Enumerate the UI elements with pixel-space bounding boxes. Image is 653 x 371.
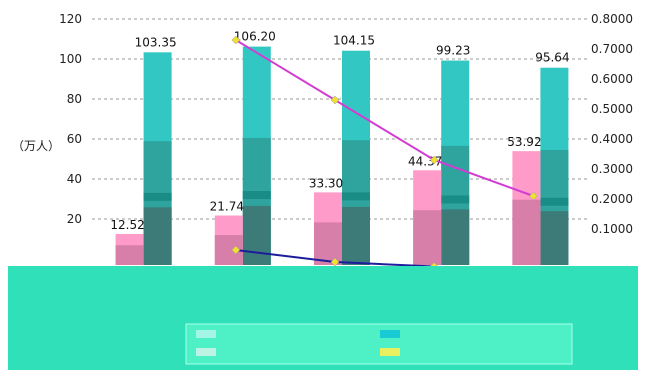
y-left-tick-label: 60: [67, 132, 82, 146]
bar-new-shade: [115, 245, 144, 265]
bar-total-band: [540, 197, 569, 206]
bar-total-base: [242, 205, 271, 265]
y-left-tick-label: 40: [67, 172, 82, 186]
data-label: 103.35: [135, 35, 177, 49]
y-left-tick-label: 100: [59, 52, 82, 66]
bar-new-shade: [314, 222, 342, 265]
y-left-tick-label: 120: [59, 12, 82, 26]
y-left-tick-label: 20: [67, 212, 82, 226]
legend-swatch: [196, 348, 216, 356]
line-marker: [429, 155, 439, 165]
y-right-tick-label: 0.1000: [591, 222, 633, 236]
data-label: 53.92: [507, 135, 541, 149]
y-axis-label: （万人）: [12, 139, 60, 153]
data-label: 21.74: [210, 200, 244, 214]
y-right-tick-label: 0.4000: [591, 132, 633, 146]
line-marker: [231, 245, 241, 255]
legend-swatch: [380, 348, 400, 356]
data-label: 99.23: [436, 44, 470, 58]
data-label: 106.20: [234, 30, 276, 44]
bar-total-band: [441, 195, 470, 204]
line-marker: [529, 191, 538, 201]
bar-total-band: [143, 192, 172, 201]
legend-swatch: [380, 330, 400, 338]
y-right-tick-label: 0.5000: [591, 102, 633, 116]
data-label: 12.52: [110, 218, 144, 232]
bar-total-band: [242, 191, 271, 200]
legend-box: [185, 323, 573, 365]
y-right-tick-label: 0.2000: [591, 192, 633, 206]
y-right-tick-label: 0.6000: [591, 72, 633, 86]
data-label: 95.64: [535, 51, 569, 65]
line-marker: [231, 35, 241, 45]
bar-new-shade: [413, 210, 442, 265]
bar-new-shade: [512, 199, 541, 265]
bar-total-base: [540, 211, 569, 265]
line-marker: [330, 95, 340, 105]
bar-total-base: [441, 209, 470, 265]
bar-total-base: [342, 206, 370, 265]
bar-total-base: [143, 207, 172, 265]
y-left-tick-label: 80: [67, 92, 82, 106]
series-line-ratio: [235, 39, 534, 197]
y-right-tick-label: 0.7000: [591, 42, 633, 56]
data-label: 104.15: [333, 34, 375, 48]
legend-swatch: [196, 330, 216, 338]
bar-total-band: [342, 192, 370, 201]
y-right-tick-label: 0.8000: [591, 12, 633, 26]
y-right-tick-label: 0.3000: [591, 162, 633, 176]
data-label: 33.30: [309, 176, 343, 190]
